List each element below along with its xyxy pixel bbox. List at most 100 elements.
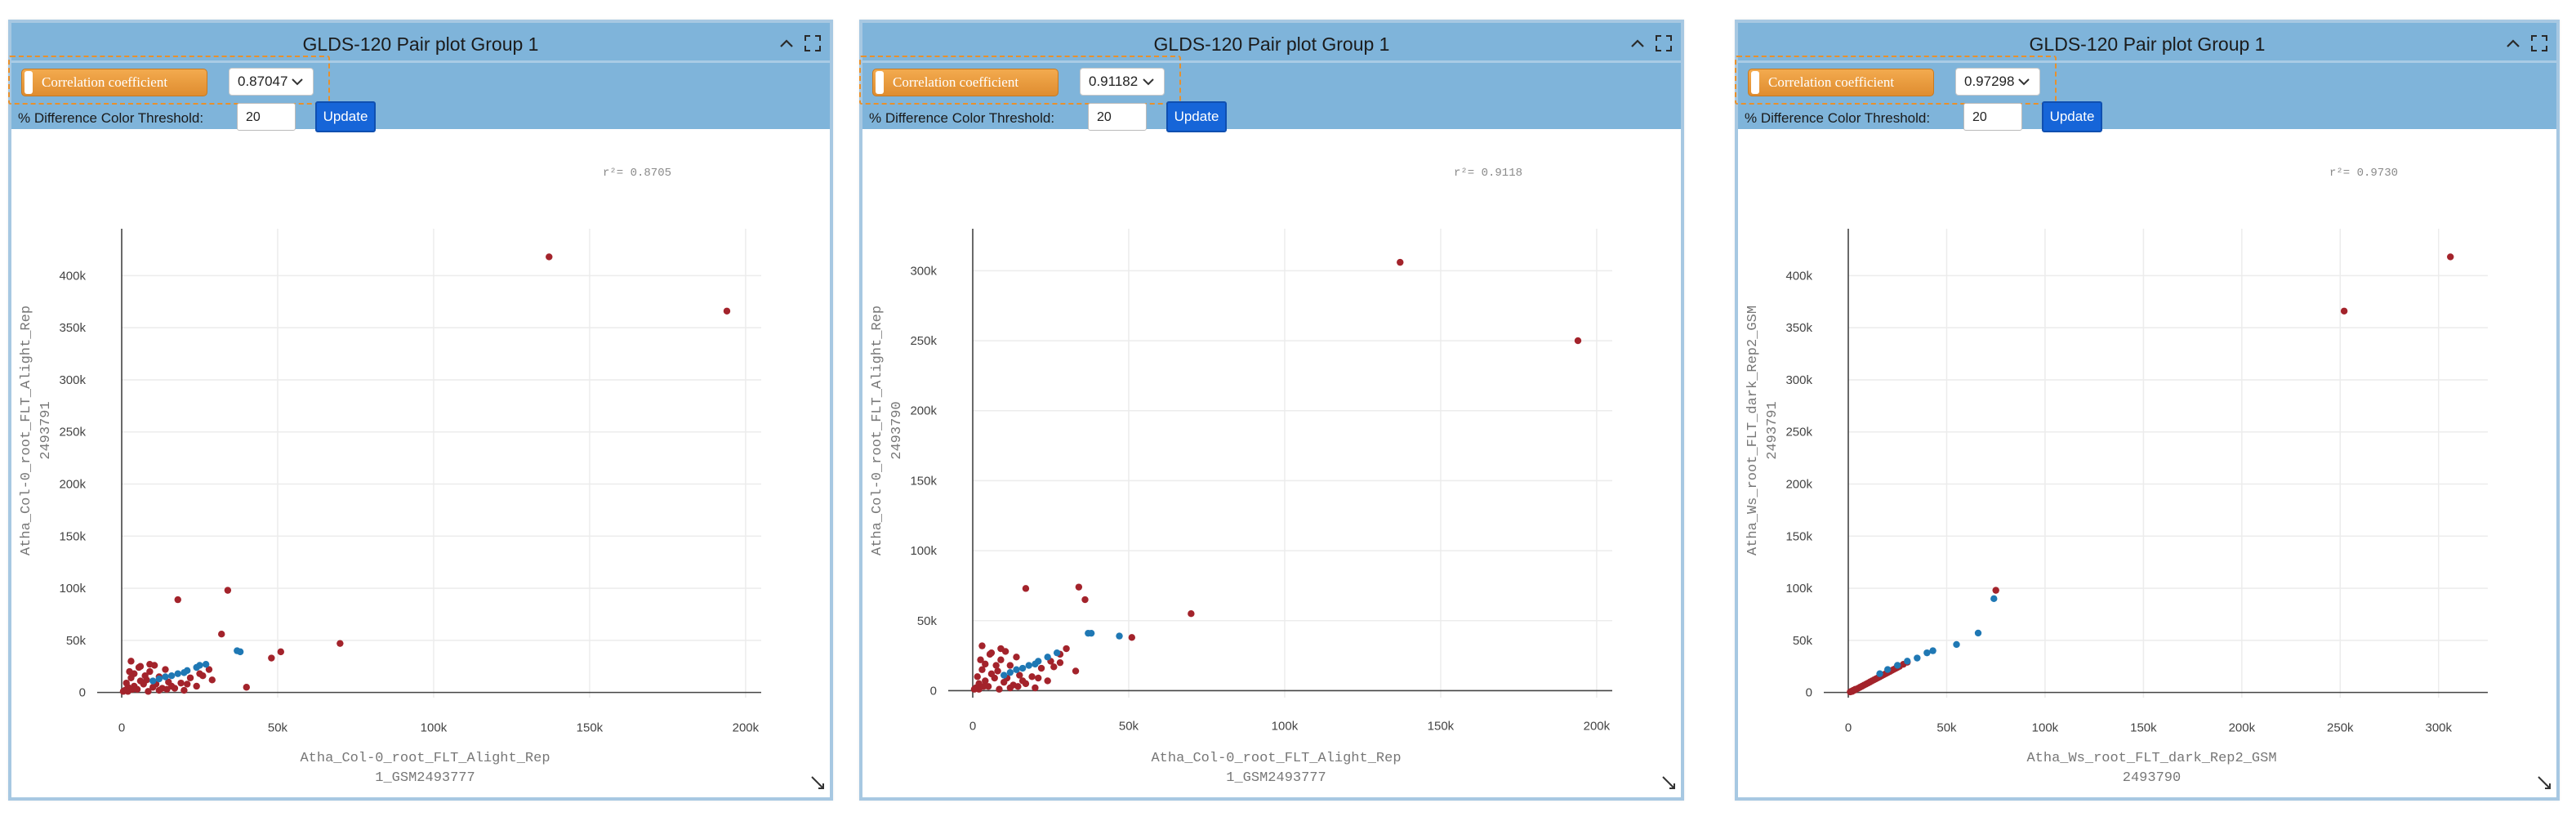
correlation-method-toggle[interactable]: Correlation coefficient [1748, 69, 1934, 96]
scatter-point [1014, 683, 1022, 690]
scatter-point [1006, 662, 1014, 669]
threshold-input[interactable]: 20 [237, 103, 296, 131]
expand-icon[interactable] [804, 34, 822, 52]
scatter-point [162, 673, 169, 680]
correlation-value-select[interactable]: 0.87047 [229, 68, 314, 96]
scatter-point [1032, 660, 1039, 668]
scatter-point [136, 677, 145, 685]
scatter-point [1990, 595, 1998, 603]
scatter-point [978, 666, 986, 673]
scatter-point [126, 667, 133, 676]
scatter-point [2340, 307, 2348, 315]
scatter-point [1006, 668, 1014, 676]
correlation-method-toggle[interactable]: Correlation coefficient [21, 69, 207, 96]
chevron-up-icon[interactable] [1629, 34, 1647, 52]
x-tick-label: 300k [2426, 721, 2453, 735]
scatter-point [127, 658, 135, 665]
y-tick-label: 350k [1785, 321, 1812, 335]
scatter-point [1081, 596, 1089, 604]
scatter-point [982, 677, 989, 685]
x-tick-label: 150k [1428, 719, 1455, 733]
resize-icon[interactable] [810, 775, 825, 794]
scatter-point [162, 666, 169, 673]
scatter-point [980, 683, 987, 690]
panel-header: GLDS-120 Pair plot Group 1 Correlation co… [1735, 23, 2556, 132]
scatter-point [184, 680, 191, 688]
scatter-point [1000, 672, 1008, 679]
pair-plot-panel-3: GLDS-120 Pair plot Group 1 Correlation co… [1735, 20, 2560, 801]
toggle-knob [876, 71, 884, 94]
scatter-point [2447, 253, 2454, 261]
y-tick-label: 50k [66, 634, 87, 648]
panel-header: GLDS-120 Pair plot Group 1 Correlation co… [859, 23, 1681, 132]
scatter-point [1397, 258, 1404, 266]
scatter-point [974, 673, 981, 680]
scatter-point [1883, 666, 1892, 673]
scatter-point [186, 674, 194, 681]
threshold-value: 20 [1097, 110, 1112, 124]
y-tick-label: 400k [59, 269, 86, 283]
y-tick-label: 150k [910, 474, 937, 488]
scatter-point [141, 672, 149, 680]
threshold-input[interactable]: 20 [1088, 103, 1147, 131]
scatter-point [1050, 663, 1058, 671]
expand-icon[interactable] [1655, 34, 1673, 52]
x-tick-label: 50k [268, 721, 288, 735]
threshold-label: % Difference Color Threshold: [1745, 110, 1931, 126]
update-button[interactable]: Update [1166, 101, 1227, 132]
chevron-up-icon[interactable] [778, 34, 796, 52]
correlation-value-select[interactable]: 0.91182 [1080, 68, 1165, 96]
x-tick-label: 50k [1119, 719, 1139, 733]
scatter-point [174, 670, 181, 677]
title-divider [1738, 60, 2556, 63]
y-tick-label: 0 [1806, 686, 1812, 700]
r-squared-annotation: r²= 0.8705 [603, 167, 672, 180]
y-axis-title: 2493791 [38, 401, 54, 459]
scatter-point [996, 685, 1003, 693]
expand-icon[interactable] [2530, 34, 2548, 52]
x-tick-label: 150k [2130, 721, 2157, 735]
y-tick-label: 100k [910, 544, 937, 558]
scatter-point [546, 253, 553, 261]
scatter-point [268, 654, 275, 662]
x-tick-label: 100k [2032, 721, 2059, 735]
scatter-point [149, 684, 157, 691]
scatter-point [1188, 609, 1195, 618]
update-button[interactable]: Update [315, 101, 376, 132]
scatter-point [994, 667, 1001, 675]
threshold-input[interactable]: 20 [1963, 103, 2022, 131]
scatter-point [202, 660, 210, 668]
y-tick-label: 300k [59, 373, 86, 387]
scatter-point [1894, 662, 1901, 669]
y-axis-title: Atha_Ws_root_FLT_dark_Rep2_GSM [1745, 306, 1761, 556]
scatter-point [174, 596, 181, 604]
scatter-point [150, 662, 158, 669]
scatter-point [1056, 658, 1064, 667]
x-axis-title: 1_GSM2493777 [1226, 770, 1326, 786]
scatter-point [135, 663, 143, 672]
scatter-point [1923, 649, 1931, 657]
correlation-value: 0.97298 [1964, 74, 2015, 89]
scatter-point [1914, 654, 1921, 662]
correlation-value-select[interactable]: 0.97298 [1955, 68, 2040, 96]
threshold-label: % Difference Color Threshold: [869, 110, 1055, 126]
scatter-point [1016, 672, 1023, 679]
correlation-method-toggle[interactable]: Correlation coefficient [872, 69, 1058, 96]
scatter-point [180, 669, 188, 676]
resize-icon[interactable] [2537, 775, 2551, 794]
scatter-point [205, 666, 213, 673]
scatter-point [1075, 583, 1083, 591]
scatter-point [177, 679, 185, 687]
scatter-point [236, 648, 244, 656]
scatter-point [127, 674, 135, 681]
scatter-point [1028, 673, 1036, 680]
scatter-point [1974, 629, 1982, 637]
resize-icon[interactable] [1661, 775, 1676, 794]
update-button[interactable]: Update [2042, 101, 2102, 132]
y-tick-label: 250k [1785, 426, 1812, 440]
chevron-up-icon[interactable] [2504, 34, 2522, 52]
scatter-point [1876, 670, 1883, 677]
scatter-point [163, 685, 171, 693]
y-tick-label: 250k [910, 334, 937, 348]
scatter-point [145, 688, 152, 695]
